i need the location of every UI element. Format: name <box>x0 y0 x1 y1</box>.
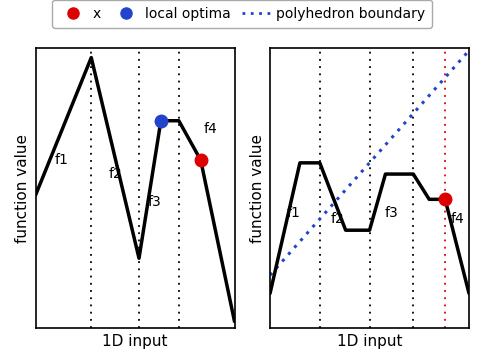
Text: f1: f1 <box>287 206 301 220</box>
Legend: x, local optima, polyhedron boundary: x, local optima, polyhedron boundary <box>52 0 432 28</box>
Text: f2: f2 <box>108 167 122 181</box>
Text: f4: f4 <box>204 122 217 136</box>
Text: f3: f3 <box>384 206 398 220</box>
Text: f2: f2 <box>331 212 345 226</box>
Y-axis label: function value: function value <box>249 134 264 242</box>
Text: f3: f3 <box>148 195 162 209</box>
X-axis label: 1D input: 1D input <box>337 334 402 349</box>
Text: f4: f4 <box>450 212 464 226</box>
Text: f1: f1 <box>55 153 68 167</box>
X-axis label: 1D input: 1D input <box>102 334 168 349</box>
Y-axis label: function value: function value <box>15 134 30 242</box>
